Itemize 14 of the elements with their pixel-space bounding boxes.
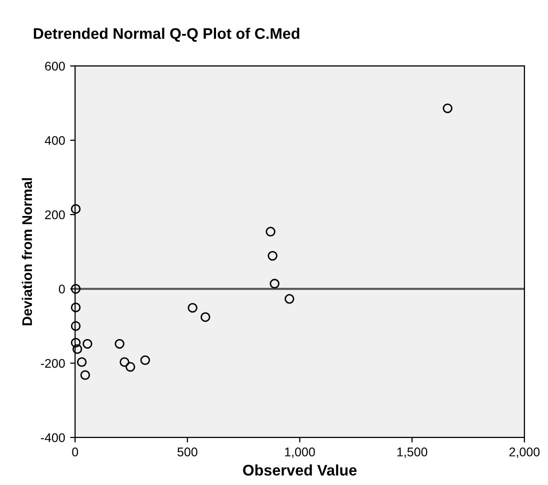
x-tick-label: 1,500 <box>397 448 428 458</box>
y-tick-label: 600 <box>45 62 65 71</box>
y-tick-label: -200 <box>40 358 65 368</box>
chart-title: Detrended Normal Q-Q Plot of C.Med <box>34 28 300 42</box>
x-tick-label: 500 <box>177 448 198 456</box>
x-tick-label: 2,000 <box>509 448 540 458</box>
y-tick-label: 400 <box>44 136 65 145</box>
x-axis-title: Observed Value <box>243 464 357 476</box>
y-tick-label: 0 <box>58 284 65 294</box>
y-tick-label: 200 <box>45 210 65 220</box>
y-tick-label: -400 <box>40 433 65 442</box>
y-axis-title: Deviation from Normal <box>22 178 32 326</box>
x-tick-label: 0 <box>72 448 78 456</box>
x-tick-label: 1,000 <box>285 448 315 458</box>
